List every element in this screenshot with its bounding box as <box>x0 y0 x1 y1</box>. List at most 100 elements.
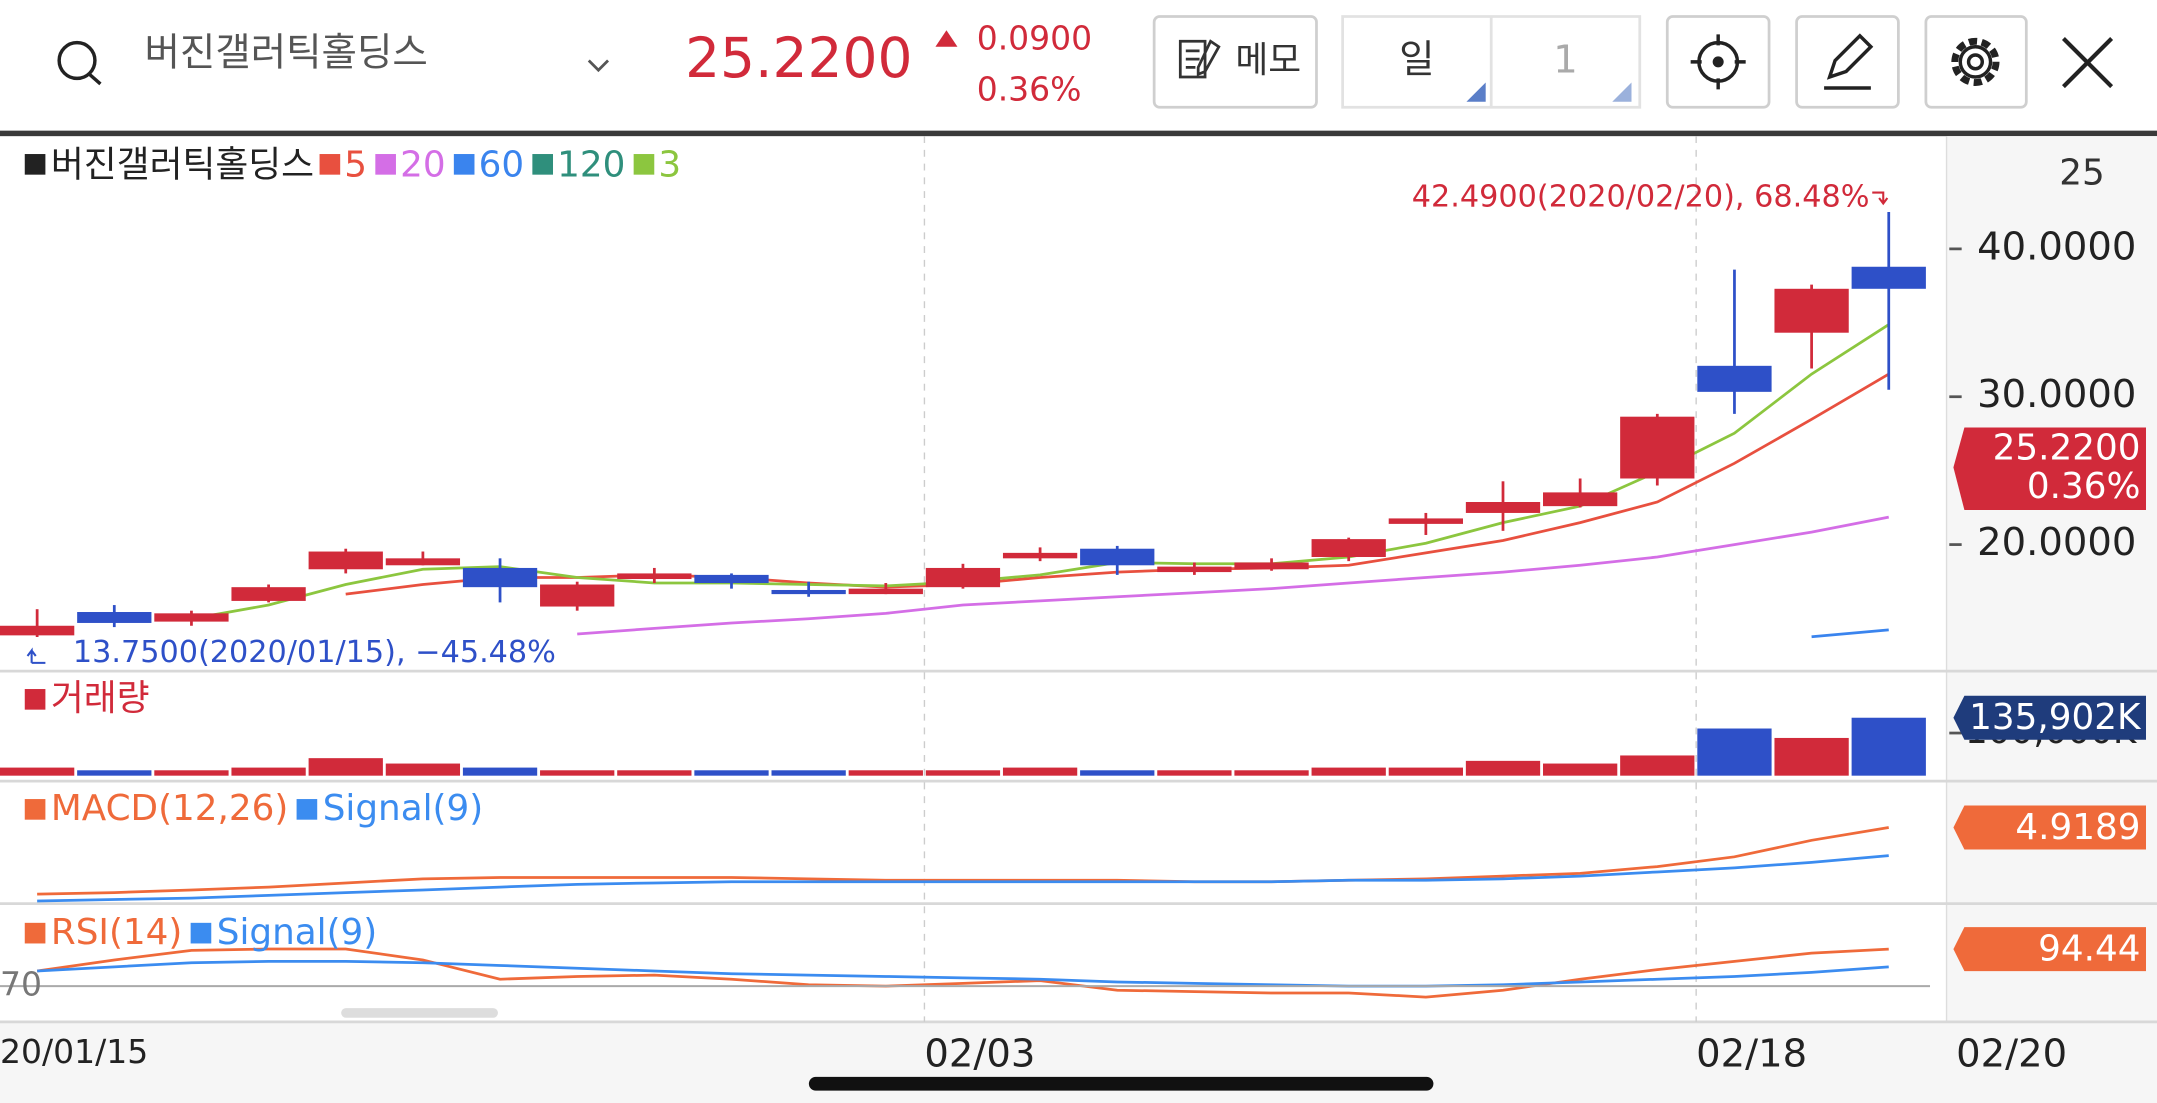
legend-swatch <box>375 154 396 175</box>
search-icon <box>57 40 97 81</box>
candle-body <box>77 612 152 623</box>
candle-body <box>0 625 75 636</box>
volume-bar <box>1465 760 1541 776</box>
button-frame <box>1924 15 2028 109</box>
up-triangle <box>935 30 958 47</box>
legend-swatch <box>190 922 212 944</box>
candle-body <box>385 558 461 566</box>
price-change: 0.0900 <box>977 18 1092 57</box>
volume-bar <box>1311 767 1386 776</box>
volume-bar <box>694 770 769 776</box>
candle-body <box>1388 518 1463 524</box>
macd-line <box>37 826 1889 896</box>
volume-bar <box>1157 770 1232 776</box>
stock-name[interactable]: 버진갤러틱홀딩스 <box>144 31 427 76</box>
volume-bar <box>1851 717 1926 776</box>
legend-swatch <box>633 154 655 175</box>
indicator-legend: Signal(9) <box>217 912 377 953</box>
volume-bar <box>617 770 692 776</box>
pencil-icon <box>1824 33 1874 90</box>
search-button[interactable] <box>57 40 102 86</box>
volume-bar <box>1774 737 1849 776</box>
candle-body <box>1002 552 1078 559</box>
candle-body <box>1311 539 1386 558</box>
volume-bar <box>848 770 923 776</box>
volume-bar <box>1620 755 1695 776</box>
period-count-corner <box>1612 82 1632 102</box>
volume-bar <box>1388 767 1463 776</box>
volume-title: 거래량 <box>51 678 150 719</box>
scroll-indicator <box>341 1008 498 1018</box>
price-change-percent: 0.36% <box>977 69 1082 108</box>
y-tick-label: 30.0000 <box>1977 372 2136 417</box>
x-axis-pane <box>0 1021 2157 1103</box>
volume-bar <box>385 763 461 776</box>
gear-teeth <box>1951 37 2000 86</box>
memo-button[interactable]: 메모 <box>1152 15 1318 109</box>
candle-body <box>1697 365 1772 392</box>
volume-value-label: 135,902K <box>1969 697 2142 738</box>
search-icon-handle <box>88 72 102 86</box>
candle-body <box>540 584 615 607</box>
volume-bar <box>231 767 306 776</box>
legend-label: 60 <box>479 144 525 185</box>
volume-bar <box>0 767 75 776</box>
candle-body <box>154 613 229 622</box>
dropdown-chevron[interactable] <box>587 59 610 73</box>
volume-bar <box>771 770 846 776</box>
current-price: 25.2200 <box>685 26 912 90</box>
x-axis-label: 02/20 <box>1956 1032 2067 1077</box>
legend-label: 버진갤러틱홀딩스 <box>51 144 314 185</box>
crosshair-ticks <box>1690 34 1746 90</box>
volume-bar <box>540 770 615 776</box>
x-axis-label: 02/18 <box>1696 1032 1807 1077</box>
legend-swatch <box>24 154 46 175</box>
indicator-legend: MACD(12,26) <box>51 788 288 829</box>
low-annotation: 13.7500(2020/01/15), −45.48% <box>73 635 556 670</box>
legend-swatch <box>24 799 46 820</box>
button-frame <box>1795 15 1900 109</box>
macd-value-label: 4.9189 <box>2015 807 2140 848</box>
legend-label: 120 <box>557 144 625 185</box>
crosshair-button[interactable] <box>1665 15 1771 109</box>
legend-swatch <box>24 689 46 710</box>
legend-swatch <box>319 154 341 175</box>
y-tick-label: 40.0000 <box>1977 224 2136 269</box>
draw-button[interactable] <box>1795 15 1900 109</box>
settings-button[interactable] <box>1924 15 2028 109</box>
candle-body <box>462 567 538 588</box>
low-annotation-arrow <box>26 647 46 664</box>
chart: 40.0000 30.0000 20.0000 25 버진갤러틱홀딩스 5 20 60 120 3… <box>0 144 2146 1077</box>
candle-body <box>771 589 846 595</box>
candle-body <box>848 588 923 595</box>
volume-bar <box>1697 728 1772 776</box>
volume-bar <box>1234 770 1309 776</box>
candle-body <box>694 574 769 584</box>
legend-swatch <box>532 154 554 175</box>
candle-body <box>1851 266 1926 289</box>
legend-label: 5 <box>344 144 367 185</box>
candle-body <box>308 551 383 570</box>
candle-body <box>1234 562 1309 570</box>
period-type[interactable]: 일 <box>1399 37 1434 82</box>
period-count[interactable]: 1 <box>1553 37 1578 82</box>
current-change-label: 0.36% <box>2027 466 2141 507</box>
candle-body <box>1080 548 1155 566</box>
candle-body <box>231 587 306 601</box>
volume-bar <box>1002 767 1078 776</box>
close-button[interactable] <box>2061 37 2114 89</box>
volume-value-box <box>1953 695 2146 740</box>
candle-body <box>1620 416 1695 479</box>
legend-swatch <box>296 799 318 820</box>
current-price-box <box>1953 427 2146 511</box>
volume-bar <box>308 758 383 776</box>
legend-label: 20 <box>400 144 446 185</box>
candle-body <box>1774 288 1849 333</box>
legend-label: 3 <box>658 144 681 185</box>
corner-label: 25 <box>2059 153 2105 194</box>
volume-bar <box>77 770 152 776</box>
legend-swatch <box>453 154 475 175</box>
gear-body <box>1958 45 1993 79</box>
